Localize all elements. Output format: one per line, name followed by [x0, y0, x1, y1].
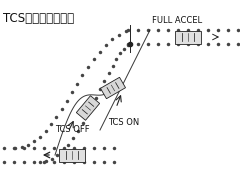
Text: TCS ON: TCS ON [108, 118, 139, 127]
Polygon shape [76, 96, 100, 120]
Text: TCS走行実験模式図: TCS走行実験模式図 [3, 12, 74, 25]
Polygon shape [175, 30, 201, 43]
Text: TCS OFF: TCS OFF [55, 125, 90, 134]
Polygon shape [59, 149, 85, 162]
Polygon shape [101, 77, 126, 99]
Text: FULL ACCEL: FULL ACCEL [152, 16, 202, 25]
